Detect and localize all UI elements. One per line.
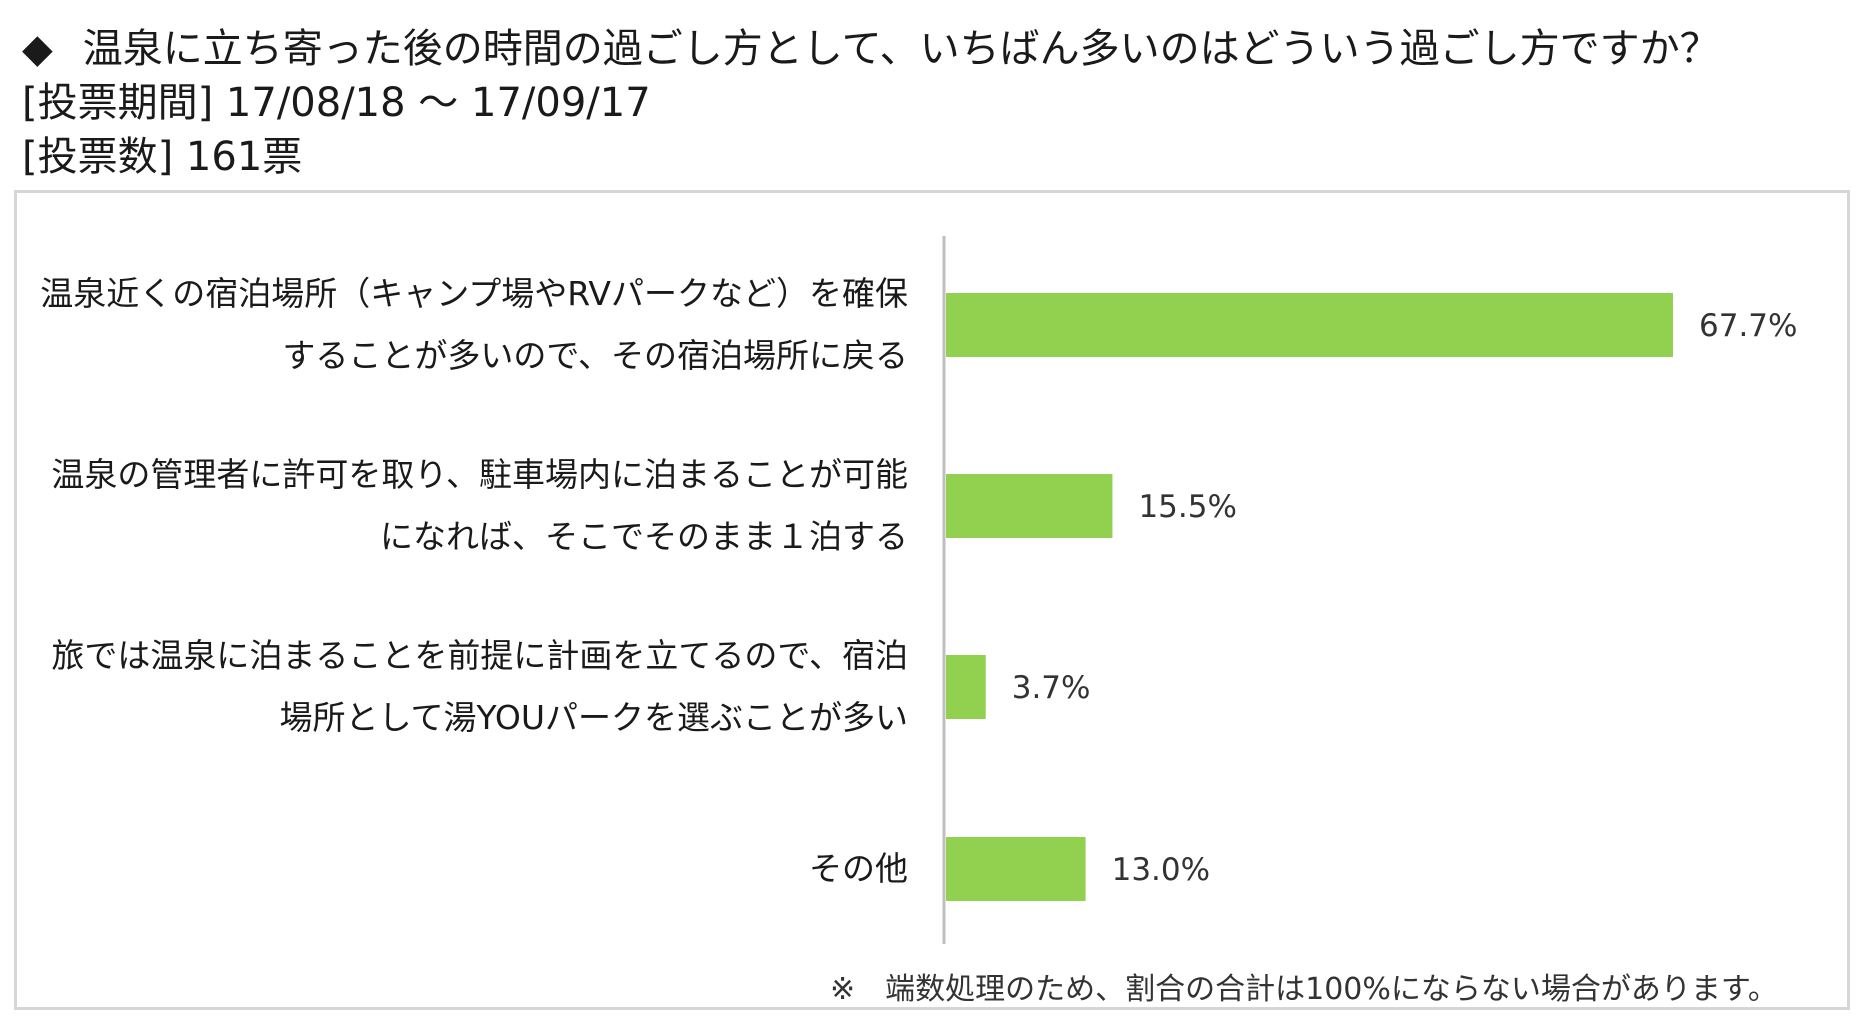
category-label-2-line-1: 温泉の管理者に許可を取り、駐車場内に泊まることが可能 — [51, 455, 908, 494]
category-label-1-line-2: することが多いので、その宿泊場所に戻る — [282, 336, 908, 375]
category-label-3-line-2: 場所として湯YOUパークを選ぶことが多い — [280, 698, 909, 737]
category-label-3-line-1: 旅では温泉に泊まることを前提に計画を立てるので、宿泊 — [51, 636, 908, 675]
footnote: ※ 端数処理のため、割合の合計は100%にならない場合があります。 — [830, 972, 1778, 1007]
voting-period: [投票期間] 17/08/18 ～ 17/09/17 — [22, 80, 651, 126]
value-label-3: 3.7% — [1012, 670, 1091, 706]
category-label-2-line-2: になれば、そこでそのまま１泊する — [380, 517, 908, 556]
bar-4 — [946, 837, 1086, 901]
diamond-bullet-icon: ◆ — [22, 26, 53, 72]
chart-header: ◆ 温泉に立ち寄った後の時間の過ごし方として、いちばん多いのはどういう過ごし方です… — [22, 22, 1842, 184]
value-label-1: 67.7% — [1699, 308, 1797, 344]
question-title: ◆ 温泉に立ち寄った後の時間の過ごし方として、いちばん多いのはどういう過ごし方です… — [22, 22, 1842, 76]
bar-2 — [946, 474, 1113, 538]
bar-3 — [946, 655, 986, 719]
value-label-2: 15.5% — [1138, 489, 1236, 525]
value-label-4: 13.0% — [1112, 852, 1210, 888]
category-label-4-line-1: その他 — [809, 849, 908, 888]
category-label-1-line-1: 温泉近くの宿泊場所（キャンプ場やRVパークなど）を確保 — [40, 274, 908, 313]
question-text: 温泉に立ち寄った後の時間の過ごし方として、いちばん多いのはどういう過ごし方ですか… — [82, 26, 1720, 72]
bar-1 — [946, 293, 1673, 357]
chart-frame — [14, 190, 1850, 1010]
vote-count: [投票数] 161票 — [22, 134, 303, 180]
